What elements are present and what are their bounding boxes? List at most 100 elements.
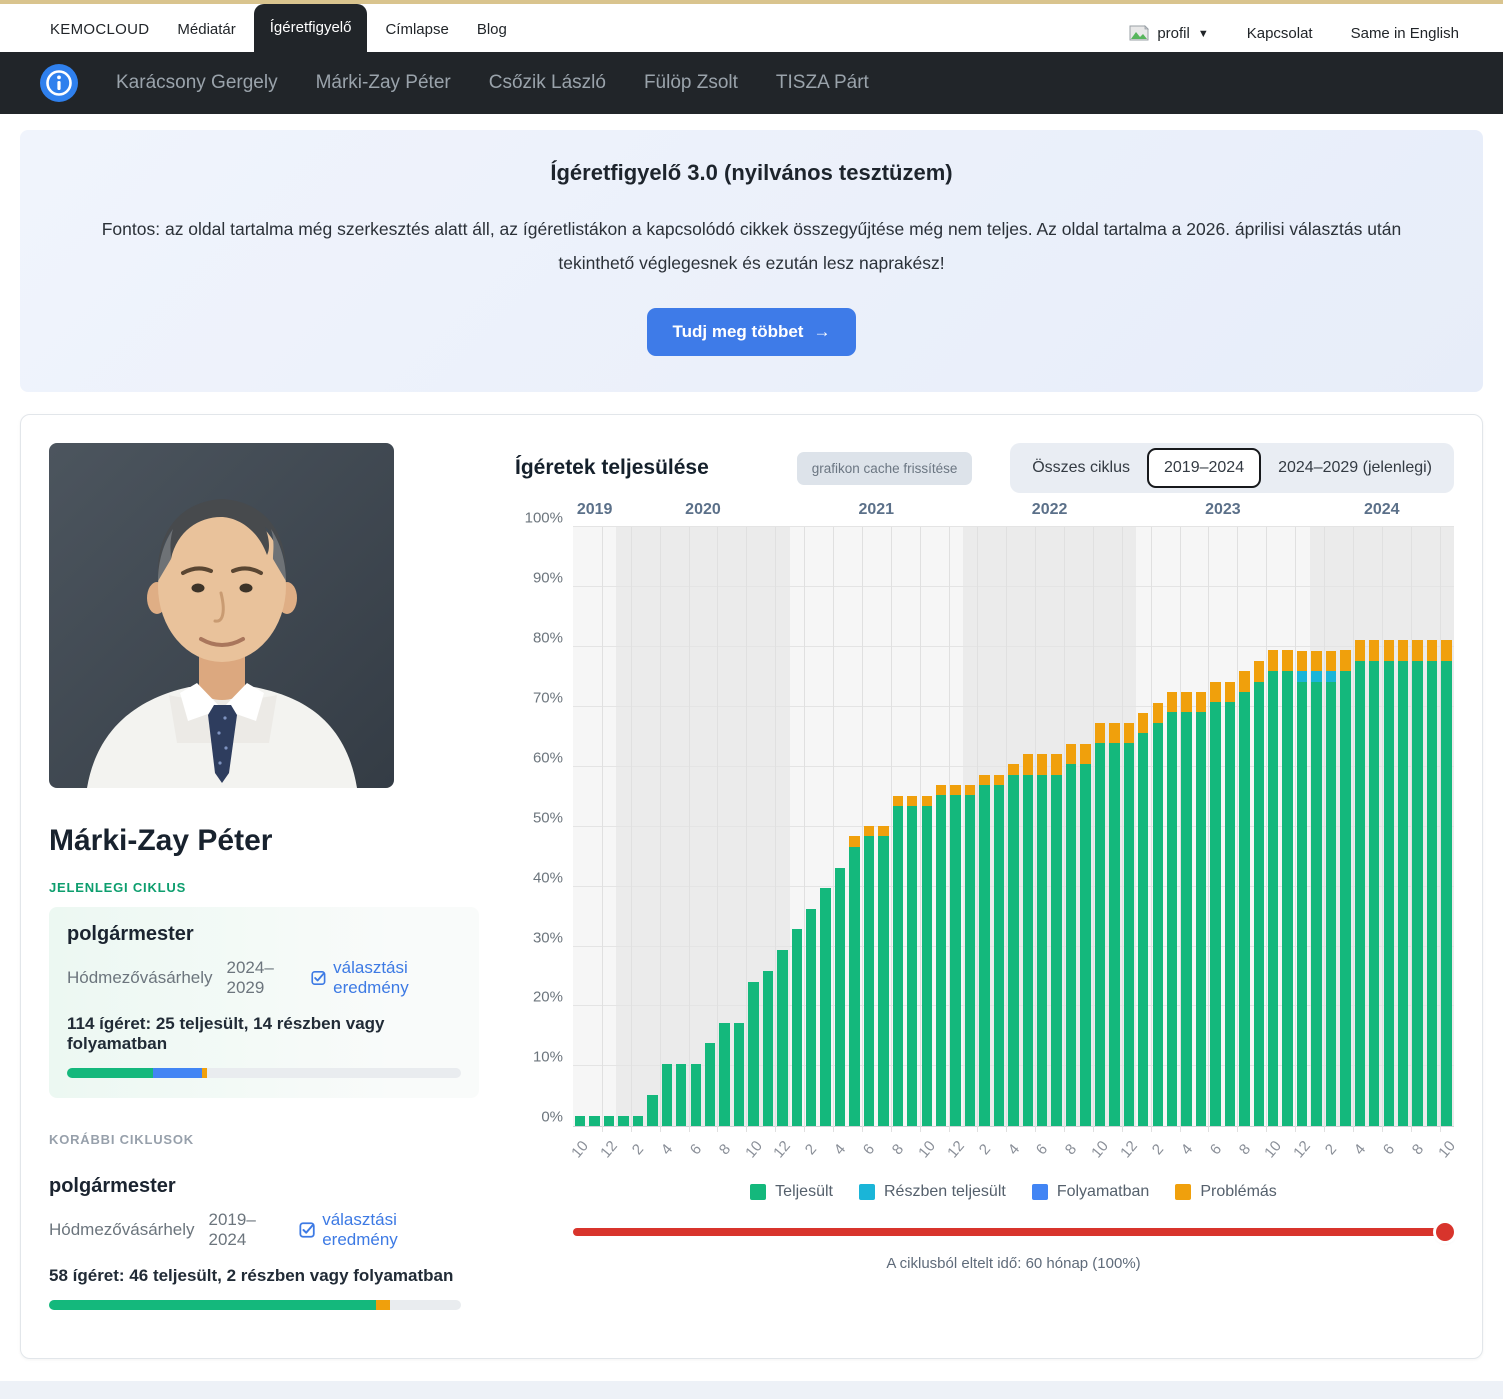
- chart-bar-2020-03[interactable]: [647, 1095, 658, 1127]
- bar-slot: [1093, 527, 1107, 1127]
- chart-bar-2024-04[interactable]: [1354, 640, 1366, 1127]
- chart-bar-2023-01[interactable]: [1138, 712, 1149, 1127]
- chart-bar-2024-02[interactable]: [1325, 651, 1337, 1127]
- legend-item-Folyamatban[interactable]: Folyamatban: [1031, 1183, 1149, 1201]
- chart-bar-2020-07[interactable]: [704, 1043, 716, 1127]
- politician-link-csozik[interactable]: Csőzik László: [488, 72, 606, 93]
- nav-item-mediatar[interactable]: Médiatár: [177, 21, 236, 38]
- chart-bar-2022-10[interactable]: [1094, 723, 1106, 1127]
- chart-bar-2022-01[interactable]: [964, 784, 976, 1127]
- chart-bar-2024-09[interactable]: [1426, 640, 1438, 1127]
- chart-bar-2021-09[interactable]: [907, 795, 918, 1127]
- slider-knob[interactable]: [1436, 1223, 1454, 1242]
- chart-bar-2024-05[interactable]: [1369, 640, 1380, 1127]
- chart-bar-2023-03[interactable]: [1166, 691, 1178, 1127]
- brand-kemocloud[interactable]: KEMOCLOUD: [50, 21, 150, 38]
- bar-slot: [775, 527, 789, 1127]
- chart-bar-2023-02[interactable]: [1152, 702, 1163, 1127]
- bar-segment-Teljesült: [1065, 764, 1077, 1127]
- chart-bar-2021-12[interactable]: [950, 784, 961, 1127]
- chart-bar-2023-06[interactable]: [1210, 681, 1221, 1127]
- chart-bar-2020-05[interactable]: [676, 1064, 687, 1127]
- learn-more-button[interactable]: Tudj meg többet →: [646, 308, 857, 357]
- chart-bar-2021-10[interactable]: [921, 795, 932, 1127]
- chart-bar-2023-05[interactable]: [1195, 691, 1207, 1127]
- chart-bar-2020-02[interactable]: [632, 1116, 644, 1127]
- chart-bar-2022-06[interactable]: [1037, 754, 1048, 1127]
- chart-bar-2022-12[interactable]: [1123, 723, 1135, 1127]
- bar-segment-Teljesült: [907, 805, 918, 1127]
- chart-bar-2021-03[interactable]: [820, 888, 831, 1127]
- chart-bar-2023-08[interactable]: [1239, 671, 1250, 1127]
- chart-bar-2021-06[interactable]: [863, 826, 875, 1127]
- bar-segment-Teljesült: [1441, 660, 1452, 1127]
- nav-item-cimlapse[interactable]: Címlapse: [385, 21, 449, 38]
- chart-bar-2020-11[interactable]: [762, 970, 774, 1127]
- chart-bar-2021-08[interactable]: [892, 795, 904, 1127]
- bar-slot: [573, 527, 587, 1127]
- politician-link-tisza[interactable]: TISZA Párt: [775, 72, 869, 93]
- chart-bar-2020-04[interactable]: [661, 1064, 673, 1127]
- chart-bar-2024-07[interactable]: [1397, 640, 1409, 1127]
- legend-item-Teljesült[interactable]: Teljesült: [750, 1183, 833, 1201]
- chart-bar-2021-11[interactable]: [935, 784, 947, 1127]
- chart-bar-2021-07[interactable]: [878, 826, 889, 1127]
- legend-swatch: [750, 1184, 767, 1201]
- chart-bar-2020-06[interactable]: [690, 1064, 701, 1127]
- chart-bar-2021-05[interactable]: [849, 836, 860, 1127]
- legend-item-Problémás[interactable]: Problémás: [1175, 1183, 1277, 1201]
- chart-bar-2022-05[interactable]: [1022, 754, 1033, 1127]
- chart-bar-2019-11[interactable]: [589, 1116, 600, 1127]
- chart-bar-2024-08[interactable]: [1412, 640, 1423, 1127]
- chart-bar-2022-07[interactable]: [1051, 754, 1062, 1127]
- refresh-cache-button[interactable]: grafikon cache frissítése: [796, 451, 973, 485]
- chart-bar-2020-09[interactable]: [733, 1023, 745, 1127]
- chart-bar-2021-01[interactable]: [791, 929, 802, 1127]
- info-icon[interactable]: [40, 64, 78, 102]
- chart-bar-2021-02[interactable]: [806, 909, 817, 1127]
- chart-bar-2022-08[interactable]: [1065, 744, 1077, 1127]
- politician-link-fulop[interactable]: Fülöp Zsolt: [643, 72, 738, 93]
- nav-item-blog[interactable]: Blog: [476, 21, 507, 38]
- chart-bar-2020-08[interactable]: [719, 1023, 730, 1127]
- chart-bar-2022-11[interactable]: [1109, 723, 1120, 1127]
- chart-bar-2024-03[interactable]: [1340, 650, 1351, 1127]
- bar-slot: [732, 527, 746, 1127]
- tab-all-cycles[interactable]: Összes ciklus: [1015, 448, 1147, 488]
- chart-bar-2019-12[interactable]: [603, 1116, 615, 1127]
- tab-2024-2029[interactable]: 2024–2029 (jelenlegi): [1261, 448, 1449, 488]
- chart-bar-2020-12[interactable]: [777, 950, 788, 1127]
- chart-bar-2020-01[interactable]: [618, 1116, 629, 1127]
- tab-2019-2024[interactable]: 2019–2024: [1147, 448, 1262, 489]
- chart-bar-2024-01[interactable]: [1311, 651, 1322, 1127]
- nav-item-language[interactable]: Same in English: [1350, 24, 1459, 42]
- chart-bar-2023-10[interactable]: [1268, 650, 1279, 1127]
- politician-link-marki-zay[interactable]: Márki-Zay Péter: [315, 72, 451, 93]
- nav-item-kapcsolat[interactable]: Kapcsolat: [1246, 24, 1313, 42]
- chart-bar-2023-09[interactable]: [1253, 661, 1264, 1127]
- nav-item-igeretfigyelo[interactable]: Ígéretfigyelő: [253, 4, 368, 52]
- chart-bar-2022-02[interactable]: [979, 774, 990, 1127]
- election-result-link[interactable]: választási eredmény: [299, 1210, 461, 1250]
- chart-bar-2023-12[interactable]: [1296, 651, 1308, 1127]
- elapsed-time-slider[interactable]: [573, 1223, 1454, 1242]
- election-result-link[interactable]: választási eredmény: [311, 958, 461, 998]
- profile-dropdown[interactable]: profil ▼: [1129, 24, 1209, 42]
- progress-segment-problémás: [375, 1300, 390, 1311]
- chart-bar-2020-10[interactable]: [748, 981, 759, 1127]
- chart-bar-2023-07[interactable]: [1224, 681, 1236, 1127]
- cycle-place: Hódmezővásárhely: [49, 1220, 195, 1240]
- bar-segment-Teljesült: [1123, 743, 1135, 1127]
- bar-slot: [862, 527, 876, 1127]
- politician-link-karacsony[interactable]: Karácsony Gergely: [116, 72, 278, 93]
- chart-bar-2021-04[interactable]: [834, 867, 846, 1127]
- chart-bar-2022-09[interactable]: [1080, 744, 1091, 1127]
- legend-item-Részben-teljesült[interactable]: Részben teljesült: [858, 1183, 1006, 1201]
- chart-bar-2019-10[interactable]: [575, 1116, 586, 1127]
- chart-bar-2023-11[interactable]: [1282, 650, 1293, 1127]
- chart-bar-2022-04[interactable]: [1008, 764, 1019, 1127]
- chart-bar-2023-04[interactable]: [1181, 691, 1192, 1127]
- chart-bar-2024-10[interactable]: [1441, 640, 1452, 1127]
- chart-bar-2024-06[interactable]: [1383, 640, 1394, 1127]
- chart-bar-2022-03[interactable]: [993, 774, 1005, 1127]
